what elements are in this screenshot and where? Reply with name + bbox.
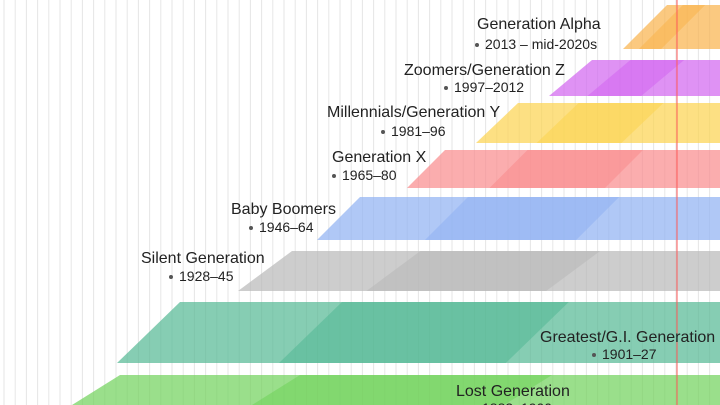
generation-band: [623, 5, 720, 49]
generation-labels: Generation Alpha 2013 – mid-2020s Zoomers/…: [141, 16, 715, 405]
band-core: [279, 302, 569, 363]
generation-years: 1981–96: [391, 123, 446, 139]
bullet-dot: [332, 174, 336, 178]
generation-name: Generation X: [332, 149, 427, 166]
generation-band: [549, 60, 720, 96]
band-core: [366, 251, 601, 291]
generation-years: 1883–1900: [482, 400, 552, 405]
generation-name: Greatest/G.I. Generation: [540, 329, 715, 346]
bullet-dot: [475, 43, 479, 47]
band-core: [536, 103, 664, 143]
bullet-dot: [444, 86, 448, 90]
generation-band: [407, 150, 720, 188]
generation-years: 2013 – mid-2020s: [485, 36, 597, 52]
generation-name: Zoomers/Generation Z: [404, 62, 565, 79]
generation-name: Baby Boomers: [231, 201, 336, 218]
bullet-dot: [381, 130, 385, 134]
generation-years: 1946–64: [259, 219, 314, 235]
generation-band: [238, 251, 720, 291]
generation-band: [476, 103, 720, 143]
generation-years: 1965–80: [342, 167, 397, 183]
generation-years: 1928–45: [179, 268, 234, 284]
generation-band: [72, 375, 720, 405]
generation-years: 1997–2012: [454, 79, 524, 95]
generation-name: Generation Alpha: [477, 16, 601, 33]
generation-bands: [72, 5, 720, 405]
generation-name: Lost Generation: [456, 383, 570, 400]
band-core: [252, 375, 552, 405]
band-core: [587, 60, 685, 96]
bullet-dot: [169, 275, 173, 279]
generation-band: [117, 302, 720, 363]
generation-band: [317, 197, 720, 240]
bullet-dot: [592, 353, 596, 357]
band-core: [638, 5, 706, 49]
bullet-dot: [249, 226, 253, 230]
generation-name: Millennials/Generation Y: [327, 104, 500, 121]
generation-name: Silent Generation: [141, 250, 265, 267]
band-core: [425, 197, 620, 240]
band-core: [489, 150, 643, 188]
generation-years: 1901–27: [602, 346, 657, 362]
